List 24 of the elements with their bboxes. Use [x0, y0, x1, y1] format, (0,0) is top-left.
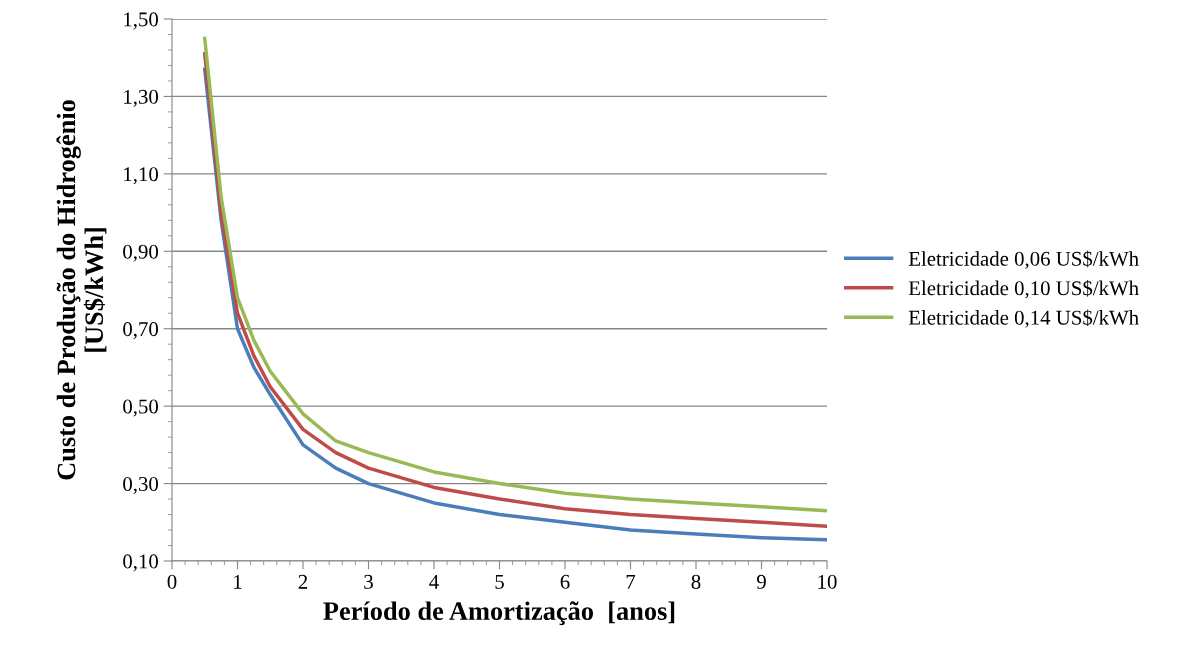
x-tick-label: 9 — [756, 574, 766, 589]
y-axis-title: Custo de Produção do Hidrogênio [US$/kWh] — [56, 100, 107, 480]
y-tick-label: 0,70 — [123, 322, 159, 340]
x-tick-label: 5 — [495, 575, 504, 589]
x-tick-label: 4 — [429, 574, 439, 589]
x-axis-title: Período de Amortização [anos] — [323, 601, 675, 626]
legend-label: Eletricidade 0,06 US$/kWh — [908, 250, 1139, 269]
y-tick-label: 0,30 — [123, 476, 159, 494]
y-tick-label: 1,30 — [124, 89, 159, 107]
legend-label: Eletricidade 0,10 US$/kWh — [908, 279, 1139, 299]
x-tick-label: 8 — [691, 574, 701, 589]
x-tick-label: 0 — [167, 574, 177, 589]
y-tick-label: 0,10 — [123, 554, 159, 572]
x-tick-label: 1 — [234, 574, 242, 589]
x-tick-label: 10 — [818, 574, 837, 589]
x-tick-label: 3 — [364, 574, 373, 589]
y-tick-label: 1,10 — [124, 167, 159, 185]
legend-label: Eletricidade 0,14 US$/kWh — [908, 309, 1139, 328]
x-tick-label: 6 — [560, 574, 570, 589]
y-tick-label: 1,50 — [124, 12, 159, 30]
x-tick-label: 2 — [298, 574, 308, 589]
x-tick-label: 7 — [626, 575, 636, 589]
y-tick-label: 0,90 — [123, 244, 159, 262]
y-tick-label: 0,50 — [123, 399, 159, 417]
